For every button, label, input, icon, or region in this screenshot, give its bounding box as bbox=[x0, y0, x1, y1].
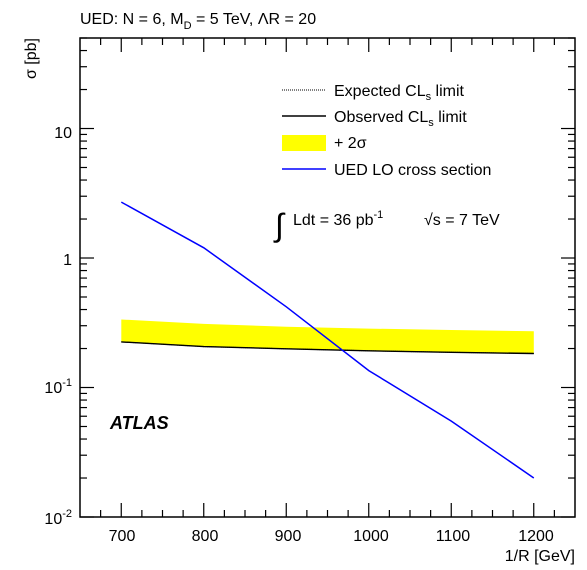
band-plus-2sigma bbox=[121, 319, 534, 354]
y-tick-label-0.1: 10-1 bbox=[44, 377, 72, 397]
axis-ticks bbox=[80, 37, 575, 518]
y-axis-label: σ [pb] bbox=[23, 38, 40, 79]
y-tick-label-10: 10 bbox=[54, 125, 72, 142]
x-tick-label: 1100 bbox=[436, 528, 471, 545]
integral-sign: ∫ bbox=[273, 207, 286, 243]
legend: Expected CLs limit Observed CLs limit + … bbox=[282, 83, 491, 179]
legend-label-observed: Observed CLs limit bbox=[334, 109, 467, 129]
x-tick-label: 1000 bbox=[353, 528, 389, 545]
chart-title: UED: N = 6, MD = 5 TeV, ΛR = 20 bbox=[80, 11, 316, 32]
y-tick-label-0.01: 10-2 bbox=[44, 508, 72, 528]
x-tick-label: 1200 bbox=[518, 528, 554, 545]
x-axis-label: 1/R [GeV] bbox=[505, 548, 575, 565]
atlas-label: ATLAS bbox=[109, 413, 169, 433]
x-tick-label: 800 bbox=[192, 528, 219, 545]
ued-lo-cross-section-line bbox=[120, 201, 535, 479]
legend-label-expected: Expected CLs limit bbox=[334, 83, 465, 103]
energy-text: √s = 7 TeV bbox=[424, 212, 500, 229]
legend-swatch-band bbox=[282, 135, 326, 151]
observed-cls-limit-line bbox=[121, 341, 534, 355]
legend-label-theory: UED LO cross section bbox=[334, 162, 491, 179]
x-tick-label: 700 bbox=[109, 528, 136, 545]
x-tick-label: 900 bbox=[275, 528, 302, 545]
legend-label-band: + 2σ bbox=[334, 135, 367, 152]
x-tick-labels: 700 800 900 1000 1100 1200 bbox=[109, 528, 554, 545]
lumi-text: Ldt = 36 pb-1 bbox=[293, 209, 383, 229]
title-subscript: D bbox=[184, 20, 192, 32]
y-tick-label-1: 1 bbox=[63, 252, 72, 269]
luminosity-annotation: ∫ Ldt = 36 pb-1 √s = 7 TeV bbox=[273, 207, 500, 243]
plot-frame bbox=[79, 37, 576, 518]
